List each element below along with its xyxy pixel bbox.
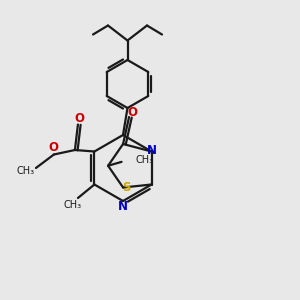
Text: O: O	[127, 106, 137, 119]
Text: N: N	[118, 200, 128, 213]
Text: S: S	[122, 181, 130, 194]
Text: CH₃: CH₃	[64, 200, 82, 210]
Text: O: O	[74, 112, 84, 125]
Text: CH₃: CH₃	[135, 155, 153, 165]
Text: O: O	[48, 141, 58, 154]
Text: N: N	[147, 143, 157, 157]
Text: CH₃: CH₃	[16, 166, 34, 176]
